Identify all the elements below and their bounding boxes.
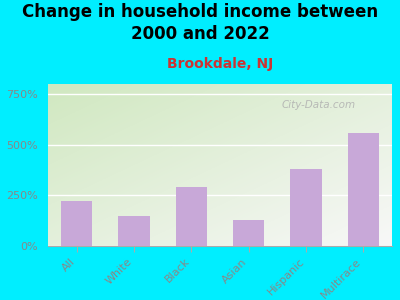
Bar: [290, 169, 322, 246]
Bar: [118, 216, 150, 246]
Text: Brookdale, NJ: Brookdale, NJ: [167, 57, 273, 71]
Bar: [176, 187, 207, 246]
Bar: [348, 133, 379, 246]
Text: City-Data.com: City-Data.com: [282, 100, 356, 110]
Bar: [61, 202, 92, 246]
Bar: [233, 220, 264, 246]
Text: Change in household income between
2000 and 2022: Change in household income between 2000 …: [22, 3, 378, 43]
